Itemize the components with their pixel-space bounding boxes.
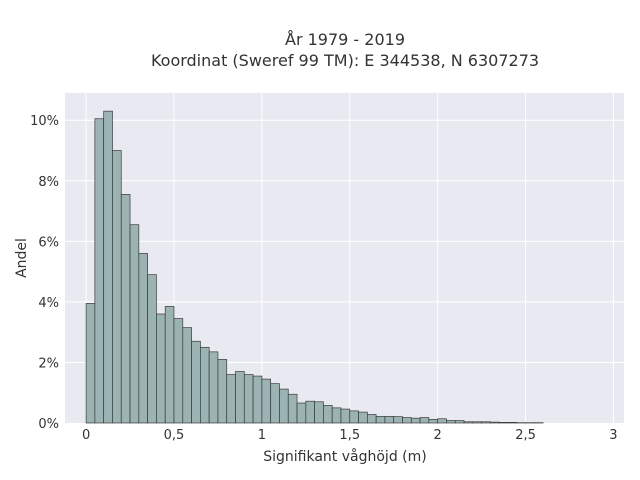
histogram-bar [358,411,368,424]
histogram-bar [164,306,175,424]
histogram-bar [402,417,412,424]
histogram-bar [279,388,289,424]
histogram-bar [498,422,509,424]
chart-title-line-2: Koordinat (Sweref 99 TM): E 344538, N 63… [151,51,539,70]
y-tick-label: 0% [38,417,59,432]
y-tick-label: 10% [30,114,59,129]
x-tick-label: 1,5 [339,428,360,443]
y-axis-title: Andel [14,238,30,278]
histogram-bar [120,194,131,424]
histogram-bar [208,351,219,424]
histogram-bar [173,318,184,424]
histogram-bar [419,417,430,424]
x-tick-label: 2 [434,428,442,443]
histogram-bar [375,415,386,424]
histogram-bar [314,401,324,424]
histogram-bar [393,416,403,424]
y-tick-label: 2% [38,356,59,371]
histogram-bar [129,224,140,424]
x-tick-label: 2,5 [515,428,536,443]
histogram-bar [235,371,245,424]
gridlines [65,93,624,423]
x-tick-label: 0 [82,428,90,443]
histogram-bar [261,378,272,424]
histogram-bar [481,421,491,424]
histogram-bar [490,421,500,424]
histogram-bar [305,400,315,424]
histogram-bar [217,359,228,424]
histogram-bar [349,410,359,424]
histogram-bar [103,110,113,424]
x-axis-ticks: 0 0,5 1 1,5 2 2,5 3 [82,428,618,443]
histogram-bar [226,374,236,424]
histogram-bar [472,421,482,424]
x-tick-label: 0,5 [164,428,185,443]
histogram-bar [331,407,342,424]
histogram-bar [243,374,254,424]
histogram-bar [85,303,96,424]
histogram-bar [367,414,377,424]
histogram-bar [138,253,148,424]
histogram-bar [410,417,421,424]
histogram-bar [296,402,307,424]
histogram-bar [446,420,456,424]
histogram-bar [147,274,157,424]
histogram-bar [437,418,447,424]
histogram-bar [428,419,439,424]
x-tick-label: 3 [609,428,617,443]
y-tick-label: 6% [38,235,59,250]
y-axis-ticks: 0% 2% 4% 6% 8% 10% [30,114,59,432]
histogram-bar [156,313,166,424]
histogram-bar [507,422,518,424]
y-tick-label: 8% [38,175,59,190]
histogram-bar [384,415,395,424]
x-tick-label: 1 [258,428,266,443]
histogram-bar [270,383,280,424]
histogram-bar [200,346,210,424]
histogram-bar [252,375,263,424]
histogram-bar [454,420,465,424]
y-tick-label: 4% [38,296,59,311]
histogram-bar [323,405,333,424]
x-axis-title: Signifikant våghöjd (m) [263,448,426,465]
histogram-bar [340,408,351,424]
histogram-bar [94,118,105,424]
histogram-bar [112,150,122,424]
histogram-bar [287,393,298,424]
histogram-bar [191,340,201,424]
bars [85,110,544,424]
histogram-bar [463,421,474,424]
histogram-bar [182,327,192,424]
chart-title-line-1: År 1979 - 2019 [285,30,405,49]
